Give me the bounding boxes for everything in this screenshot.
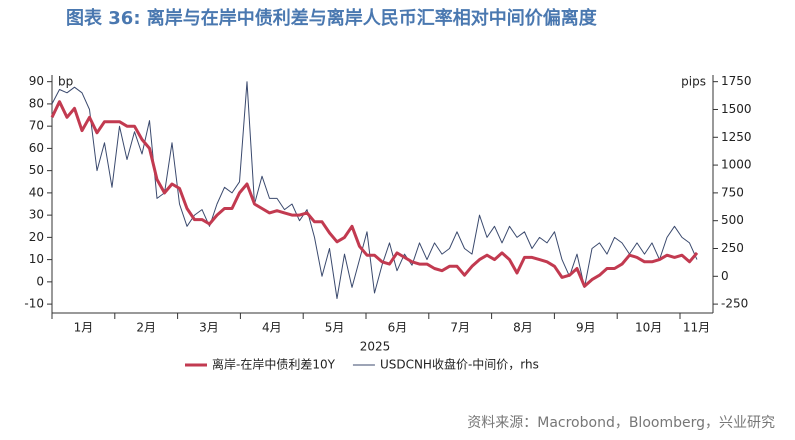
x-tick-label: 11月	[683, 321, 710, 335]
x-tick-label: 6月	[388, 321, 408, 335]
y2-tick-label: 250	[721, 241, 744, 255]
y-tick-label: 90	[29, 74, 44, 88]
y-tick-label: -10	[24, 297, 44, 311]
y-tick-label: 60	[29, 141, 44, 155]
y-tick-label: 80	[29, 96, 44, 110]
y2-tick-label: 750	[721, 185, 744, 199]
y-tick-label: 0	[36, 274, 44, 288]
series-line	[50, 100, 699, 288]
x-tick-label: 10月	[635, 321, 662, 335]
x-axis-label: 2025	[360, 340, 391, 354]
legend-label: 离岸-在岸中债利差10Y	[212, 357, 336, 372]
y2-tick-label: 1750	[721, 74, 752, 88]
x-tick-label: 9月	[576, 321, 596, 335]
x-tick-label: 3月	[199, 321, 219, 335]
y2-tick-label: 0	[721, 269, 729, 283]
y2-tick-label: 1000	[721, 158, 752, 172]
y2-tick-label: 1250	[721, 130, 752, 144]
y-tick-label: 20	[29, 230, 44, 244]
y-tick-label: 30	[29, 208, 44, 222]
y-axis-label: bp	[58, 75, 73, 89]
chart-title: 图表 36: 离岸与在岸中债利差与离岸人民币汇率相对中间价偏离度	[66, 7, 598, 29]
x-tick-label: 1月	[74, 321, 94, 335]
y-tick-label: 50	[29, 163, 44, 177]
x-tick-label: 5月	[325, 321, 345, 335]
y-tick-label: 40	[29, 185, 44, 199]
legend-label: USDCNH收盘价-中间价，rhs	[380, 357, 539, 372]
source-note: 资料来源：Macrobond，Bloomberg，兴业研究	[467, 415, 775, 431]
x-tick-label: 8月	[513, 321, 533, 335]
x-tick-label: 4月	[262, 321, 282, 335]
y2-tick-label: 1500	[721, 102, 752, 116]
y-tick-label: 70	[29, 119, 44, 133]
y2-tick-label: 500	[721, 213, 744, 227]
x-tick-label: 7月	[450, 321, 470, 335]
series-line	[51, 81, 698, 299]
y2-tick-label: -250	[721, 297, 748, 311]
y-tick-label: 10	[29, 252, 44, 266]
y2-axis-label: pips	[681, 75, 706, 89]
x-tick-label: 2月	[136, 321, 156, 335]
